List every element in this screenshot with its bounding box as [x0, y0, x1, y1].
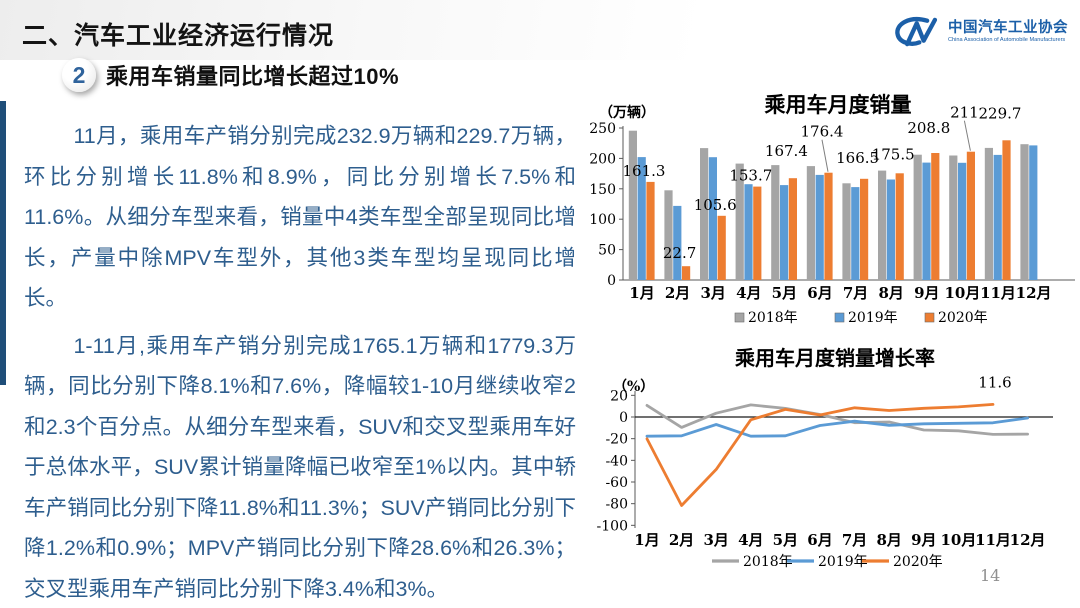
svg-text:211: 211: [950, 104, 979, 122]
svg-text:161.3: 161.3: [623, 162, 666, 180]
growth-rate-line-chart: 乘用车月度销量增长率 （%） 20 0 -20 -40 -60 -80 -100 1月 2月 3月 4月…: [585, 345, 1080, 608]
svg-text:105.6: 105.6: [694, 196, 737, 214]
svg-text:1月: 1月: [629, 284, 654, 302]
svg-text:4月: 4月: [736, 284, 761, 302]
svg-text:-60: -60: [605, 475, 628, 491]
svg-text:9月: 9月: [914, 284, 939, 302]
caam-logo-icon: [895, 17, 938, 47]
svg-text:1月: 1月: [634, 531, 659, 549]
svg-text:4月: 4月: [738, 531, 763, 549]
paragraph-1: 11月，乘用车产销分别完成232.9万辆和229.7万辆，环比分别增长11.8%…: [24, 124, 576, 310]
svg-text:2018年: 2018年: [748, 310, 798, 326]
svg-text:-40: -40: [605, 453, 628, 469]
svg-text:7月: 7月: [843, 284, 868, 302]
caam-logo: 中国汽车工业协会 China Association of Automobile…: [889, 14, 1068, 50]
svg-text:8月: 8月: [876, 531, 901, 549]
logo-name-cn: 中国汽车工业协会: [948, 19, 1068, 36]
svg-text:9月: 9月: [911, 531, 936, 549]
svg-text:11月: 11月: [975, 531, 1011, 549]
svg-text:150: 150: [589, 182, 616, 198]
page-title: 二、汽车工业经济运行情况: [22, 22, 335, 50]
page-number: 14: [980, 566, 1001, 585]
logo-name-en: China Association of Automobile Manufact…: [948, 36, 1066, 43]
svg-text:5月: 5月: [772, 284, 797, 302]
svg-text:2020年: 2020年: [938, 310, 988, 326]
bar-chart-canvas: 乘用车月度销量 （万辆） 0 50 100 150 200 250 161.3 22.7 105.6…: [589, 92, 1075, 326]
svg-text:176.4: 176.4: [801, 123, 844, 141]
svg-text:7月: 7月: [842, 531, 867, 549]
svg-text:3月: 3月: [700, 284, 725, 302]
svg-text:乘用车月度销量增长率: 乘用车月度销量增长率: [734, 346, 935, 370]
section-title: 乘用车销量同比增长超过10%: [106, 64, 400, 89]
svg-text:11.6: 11.6: [978, 373, 1011, 391]
svg-text:250: 250: [589, 121, 616, 137]
svg-text:0: 0: [607, 273, 616, 289]
svg-text:2月: 2月: [665, 284, 690, 302]
svg-text:-20: -20: [605, 432, 628, 448]
left-accent-bar: [0, 101, 6, 385]
svg-text:175.5: 175.5: [872, 145, 915, 163]
monthly-sales-bar-chart: 乘用车月度销量 （万辆） 0 50 100 150 200 250 161.3 22.7 105.6…: [585, 92, 1080, 342]
svg-text:（万辆）: （万辆）: [599, 104, 655, 121]
svg-text:2月: 2月: [669, 531, 694, 549]
svg-text:-80: -80: [605, 497, 628, 513]
svg-text:5月: 5月: [773, 531, 798, 549]
svg-text:153.7: 153.7: [729, 167, 772, 185]
svg-text:20: 20: [610, 388, 628, 404]
svg-text:100: 100: [589, 212, 616, 228]
svg-text:10月: 10月: [944, 284, 980, 302]
svg-text:200: 200: [589, 151, 616, 167]
paragraph-2: 1-11月,乘用车产销分别完成1765.1万辆和1779.3万辆，同比分别下降8…: [24, 333, 576, 601]
svg-text:12月: 12月: [1010, 531, 1046, 549]
svg-text:2019年: 2019年: [818, 554, 868, 570]
svg-text:0: 0: [619, 410, 628, 426]
section-number-badge: 2: [62, 58, 96, 92]
svg-text:167.4: 167.4: [765, 142, 808, 160]
svg-text:2018年: 2018年: [743, 554, 793, 570]
line-chart-canvas: 乘用车月度销量增长率 （%）20 0 -20 -40 -60 -80 -100 1月 2月 3月 4月…: [597, 346, 1053, 570]
svg-text:-100: -100: [597, 518, 628, 534]
svg-text:8月: 8月: [878, 284, 903, 302]
svg-text:12月: 12月: [1016, 284, 1052, 302]
svg-text:166.5: 166.5: [836, 149, 879, 167]
svg-text:11月: 11月: [980, 284, 1016, 302]
body-text: 11月，乘用车产销分别完成232.9万辆和229.7万辆，环比分别增长11.8%…: [24, 116, 576, 608]
svg-text:229.7: 229.7: [979, 104, 1022, 122]
svg-text:22.7: 22.7: [663, 244, 696, 262]
svg-text:2020年: 2020年: [893, 554, 943, 570]
svg-text:乘用车月度销量: 乘用车月度销量: [764, 92, 912, 117]
svg-text:3月: 3月: [703, 531, 728, 549]
section-heading: 2 乘用车销量同比增长超过10%: [62, 58, 399, 92]
svg-text:2019年: 2019年: [848, 310, 898, 326]
svg-text:208.8: 208.8: [907, 119, 950, 137]
svg-text:50: 50: [598, 243, 616, 259]
svg-text:6月: 6月: [807, 284, 832, 302]
svg-text:（%）: （%）: [613, 379, 654, 395]
svg-text:6月: 6月: [807, 531, 832, 549]
svg-text:10月: 10月: [940, 531, 976, 549]
